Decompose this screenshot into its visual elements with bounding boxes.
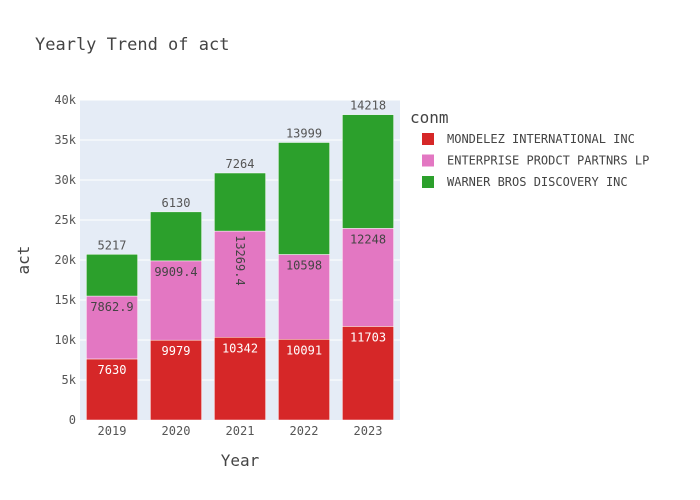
bar-label: 6130 (162, 196, 191, 210)
y-tick-label: 10k (54, 333, 76, 347)
bar-label: 10342 (222, 341, 258, 355)
bar-mondelez-international-inc (150, 339, 202, 421)
y-tick-label: 20k (54, 253, 76, 267)
bar-label: 7630 (98, 363, 127, 377)
y-tick-label: 35k (54, 133, 76, 147)
x-tick-label: 2022 (290, 424, 319, 438)
y-tick-label: 30k (54, 173, 76, 187)
x-axis-ticks: 2019 2020 2021 2022 2023 (98, 424, 383, 438)
bar-label: 7862.9 (90, 300, 133, 314)
x-tick-label: 2023 (354, 424, 383, 438)
bar-warner-bros-discovery-inc (150, 211, 202, 262)
bars: 7630 7862.9 5217 9979 9909.4 6130 10342 13269.4… (86, 99, 394, 421)
legend-label: MONDELEZ INTERNATIONAL INC (447, 132, 635, 146)
y-tick-label: 5k (62, 373, 77, 387)
bar-mondelez-international-inc (86, 358, 138, 421)
bar-label: 9909.4 (154, 265, 197, 279)
bar-warner-bros-discovery-inc (86, 254, 138, 297)
bar-label: 9979 (162, 344, 191, 358)
bar-label: 5217 (98, 238, 127, 252)
bar-label: 10091 (286, 343, 322, 357)
y-axis-ticks: 0 5k 10k 15k 20k 25k 30k 35k 40k (54, 93, 76, 427)
bar-label: 12248 (350, 232, 386, 246)
bar-label: 7264 (226, 157, 255, 171)
legend-swatch (422, 176, 434, 188)
y-tick-label: 0 (69, 413, 76, 427)
bar-mondelez-international-inc (214, 337, 266, 421)
legend: MONDELEZ INTERNATIONAL INC ENTERPRISE PRO… (422, 132, 649, 189)
x-tick-label: 2019 (98, 424, 127, 438)
legend-title: conm (410, 108, 449, 127)
bar-label: 10598 (286, 258, 322, 272)
legend-swatch (422, 154, 434, 167)
bar-label: 14218 (350, 99, 386, 113)
legend-swatch (422, 133, 434, 145)
legend-label: ENTERPRISE PRODCT PARTNRS LP (447, 154, 649, 168)
x-tick-label: 2021 (226, 424, 255, 438)
bar-enterprise-prodct-partnrs-lp (278, 254, 330, 340)
legend-label: WARNER BROS DISCOVERY INC (447, 175, 628, 189)
bar-label: 13999 (286, 126, 322, 140)
y-tick-label: 15k (54, 293, 76, 307)
bar-enterprise-prodct-partnrs-lp (342, 228, 394, 327)
y-axis-title: act (14, 246, 33, 275)
bar-warner-bros-discovery-inc (278, 142, 330, 255)
bar-warner-bros-discovery-inc (342, 114, 394, 229)
bar-mondelez-international-inc (278, 339, 330, 421)
chart-title: Yearly Trend of act (35, 35, 229, 55)
bar-enterprise-prodct-partnrs-lp (86, 295, 138, 360)
bar-warner-bros-discovery-inc (214, 172, 266, 232)
x-tick-label: 2020 (162, 424, 191, 438)
bar-label: 11703 (350, 330, 386, 344)
y-tick-label: 40k (54, 93, 76, 107)
bar-mondelez-international-inc (342, 326, 394, 421)
bar-enterprise-prodct-partnrs-lp (214, 230, 266, 338)
y-tick-label: 25k (54, 213, 76, 227)
bar-label: 13269.4 (233, 235, 247, 286)
x-axis-title: Year (221, 451, 260, 470)
